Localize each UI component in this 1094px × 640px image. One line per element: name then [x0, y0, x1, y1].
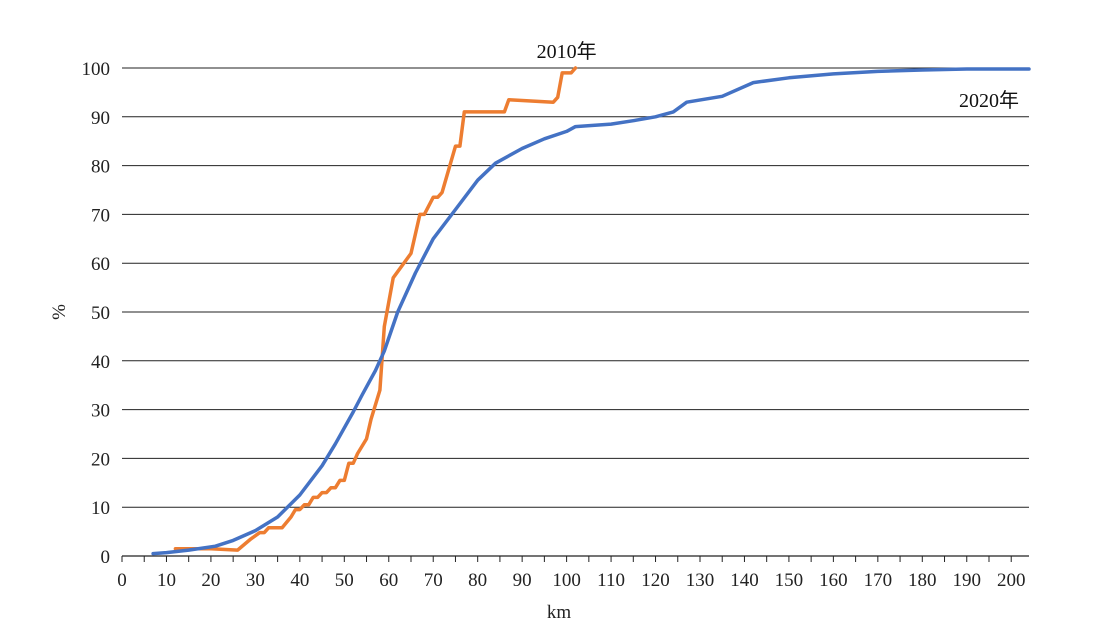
- y-tick-label: 30: [91, 401, 110, 422]
- series-lines: [151, 66, 1031, 556]
- y-tick-label: 90: [91, 108, 110, 129]
- series-line-2: [151, 67, 1031, 556]
- x-tick-label: 10: [157, 570, 176, 591]
- y-tick-label: 40: [91, 352, 110, 373]
- x-tick-label: 80: [468, 570, 487, 591]
- y-axis-title: %: [49, 304, 70, 320]
- x-tick-label: 40: [290, 570, 309, 591]
- x-tick-label: 190: [953, 570, 982, 591]
- x-tick-label: 0: [117, 570, 127, 591]
- x-tick-label: 180: [908, 570, 937, 591]
- y-tick-label: 20: [91, 449, 110, 470]
- x-tick-label: 130: [686, 570, 715, 591]
- series-label-1: 2010年: [537, 40, 597, 63]
- x-tick-label: 90: [513, 570, 532, 591]
- x-axis-title: km: [547, 602, 572, 623]
- x-tick-label: 140: [730, 570, 759, 591]
- x-tick-label: 160: [819, 570, 848, 591]
- series-line-1: [173, 66, 578, 552]
- x-tick-label: 100: [552, 570, 581, 591]
- y-tick-label: 10: [91, 498, 110, 519]
- x-tick-label: 110: [597, 570, 625, 591]
- x-tick-label: 150: [775, 570, 804, 591]
- axes: 0 10 20 30 40 50 60 70 80 90 100 0 10 20 30 40 50 60 70 80 9…: [82, 59, 1029, 591]
- x-tick-label: 20: [201, 570, 220, 591]
- series-labels: 2010年 2020年: [537, 40, 1019, 112]
- series-label-2: 2020年: [959, 89, 1019, 112]
- y-tick-label: 50: [91, 303, 110, 324]
- y-tick-label: 60: [91, 254, 110, 275]
- x-tick-label: 30: [246, 570, 265, 591]
- x-tick-label: 170: [864, 570, 893, 591]
- x-tick-label: 60: [379, 570, 398, 591]
- x-tick-label: 50: [335, 570, 354, 591]
- y-tick-label: 70: [91, 205, 110, 226]
- y-tick-label: 0: [101, 547, 111, 568]
- gridlines: [122, 67, 1029, 508]
- y-tick-label: 100: [82, 59, 111, 80]
- y-tick-label: 80: [91, 157, 110, 178]
- x-tick-label: 70: [424, 570, 443, 591]
- x-tick-label: 120: [641, 570, 670, 591]
- x-tick-label: 200: [997, 570, 1026, 591]
